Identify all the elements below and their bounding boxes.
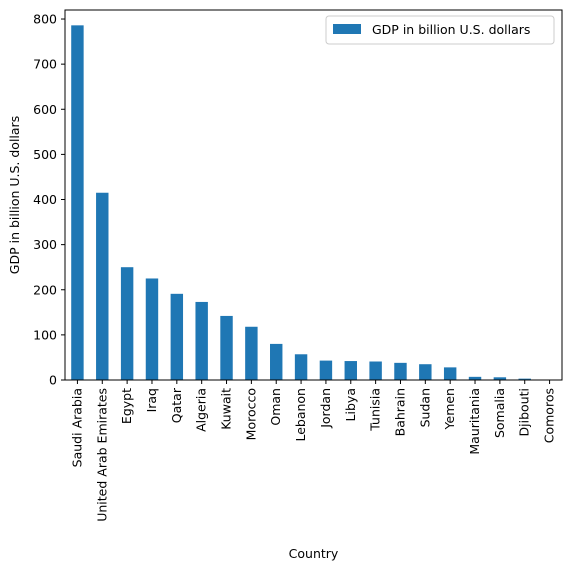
y-tick-label: 400 (33, 192, 57, 207)
bar-kuwait (220, 315, 233, 380)
bar-yemen (443, 367, 457, 380)
bar-oman (270, 343, 283, 380)
y-axis-ticks: 0 100 200 300 400 500 600 700 800 (33, 12, 65, 388)
bar-algeria (195, 301, 208, 380)
x-tick-label: Egypt (119, 388, 134, 424)
x-tick-label: Yemen (442, 388, 457, 430)
x-tick-label: Lebanon (293, 388, 308, 442)
bar-sudan (419, 364, 432, 380)
x-tick-label: Saudi Arabia (69, 388, 84, 467)
x-tick-label: Comoros (542, 388, 557, 443)
bar-jordan (319, 360, 333, 380)
y-tick-label: 700 (33, 57, 57, 72)
x-tick-label: Tunisia (368, 388, 383, 432)
bars-group (71, 25, 556, 381)
y-tick-label: 0 (49, 373, 57, 388)
y-tick-label: 300 (33, 237, 57, 252)
bar-egypt (120, 267, 134, 380)
x-axis-label: Country (289, 546, 339, 561)
bar-qatar (170, 293, 184, 380)
x-tick-label: Mauritania (467, 388, 482, 455)
legend-swatch (333, 24, 361, 34)
y-axis-label: GDP in billion U.S. dollars (7, 116, 22, 274)
bar-djibouti (518, 378, 531, 380)
legend: GDP in billion U.S. dollars (325, 15, 555, 45)
y-tick-label: 100 (33, 327, 57, 342)
y-tick-label: 200 (33, 282, 57, 297)
bar-saudi-arabia (71, 25, 84, 381)
plot-area-frame (64, 9, 563, 381)
y-tick-label: 600 (33, 102, 57, 117)
x-axis-ticks: Saudi Arabia United Arab Emirates Egypt Ira… (69, 380, 557, 522)
x-tick-label: Algeria (194, 388, 209, 432)
bar-lebanon (294, 354, 308, 380)
y-tick-label: 800 (33, 12, 57, 27)
x-tick-label: United Arab Emirates (94, 388, 109, 522)
x-tick-label: Morocco (243, 388, 258, 440)
x-tick-label: Sudan (417, 388, 432, 427)
x-tick-label: Oman (268, 388, 283, 426)
x-tick-label: Bahrain (392, 388, 407, 436)
y-tick-label: 500 (33, 147, 57, 162)
x-tick-label: Somalia (492, 388, 507, 438)
bar-mauritania (468, 376, 482, 380)
x-tick-label: Iraq (144, 388, 159, 412)
bar-united-arab-emirates (96, 192, 109, 380)
bar-morocco (245, 326, 258, 380)
legend-entry-label: GDP in billion U.S. dollars (372, 22, 530, 37)
legend-frame (325, 15, 555, 45)
x-tick-label: Kuwait (219, 388, 234, 430)
x-tick-label: Libya (343, 388, 358, 421)
x-tick-label: Jordan (318, 388, 333, 429)
bar-bahrain (394, 362, 407, 380)
bar-libya (344, 361, 357, 380)
bar-tunisia (369, 361, 382, 380)
bar-somalia (493, 377, 507, 380)
x-tick-label: Djibouti (517, 388, 532, 436)
bar-iraq (145, 278, 159, 380)
x-tick-label: Qatar (169, 387, 184, 423)
